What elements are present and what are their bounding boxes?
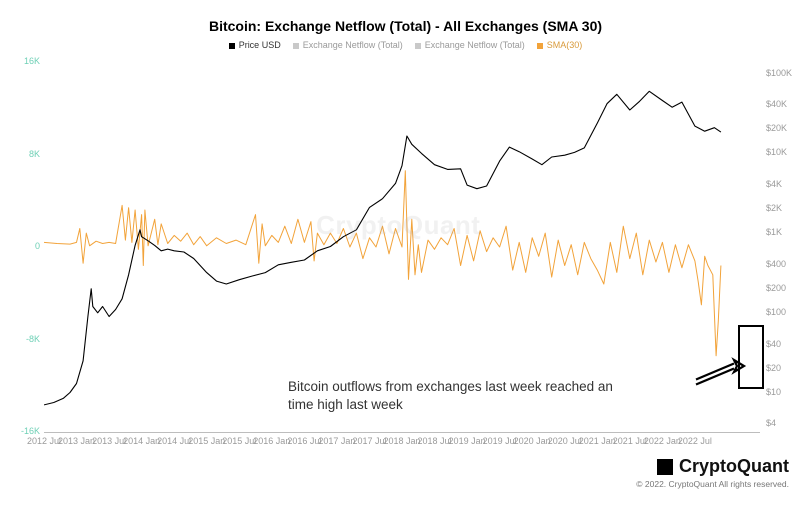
legend-item: SMA(30) <box>537 40 583 50</box>
y-right-tick-label: $100 <box>766 307 806 317</box>
x-tick-label: 2015 Jul <box>222 436 256 446</box>
legend-item: Price USD <box>229 40 281 50</box>
y-left-tick-label: -8K <box>12 334 40 344</box>
annotation-line2: time high last week <box>288 397 403 412</box>
y-right-tick-label: $20 <box>766 363 806 373</box>
chart-title: Bitcoin: Exchange Netflow (Total) - All … <box>0 18 811 34</box>
x-tick-label: 2019 Jan <box>449 436 486 446</box>
x-tick-label: 2022 Jan <box>644 436 681 446</box>
y-left-tick-label: 16K <box>12 56 40 66</box>
x-tick-label: 2013 Jul <box>92 436 126 446</box>
y-right-tick-label: $4 <box>766 418 806 428</box>
x-tick-label: 2020 Jan <box>514 436 551 446</box>
annotation-line1: Bitcoin outflows from exchanges last wee… <box>288 379 613 394</box>
brand-logo-text: CryptoQuant <box>679 456 789 477</box>
highlight-box <box>738 325 764 389</box>
brand-square-icon <box>657 459 673 475</box>
legend-label: Price USD <box>239 40 281 50</box>
brand-logo: CryptoQuant <box>636 456 789 477</box>
y-left-tick-label: -16K <box>12 426 40 436</box>
y-left-tick-label: 8K <box>12 149 40 159</box>
legend-label: Exchange Netflow (Total) <box>303 40 403 50</box>
chart-legend: Price USD Exchange Netflow (Total) Exchang… <box>0 40 811 50</box>
x-tick-label: 2020 Jul <box>548 436 582 446</box>
y-right-tick-label: $10 <box>766 387 806 397</box>
series-price <box>44 91 721 405</box>
x-tick-label: 2013 Jan <box>58 436 95 446</box>
x-tick-label: 2016 Jan <box>253 436 290 446</box>
y-right-tick-label: $4K <box>766 179 806 189</box>
legend-swatch-icon <box>293 43 299 49</box>
x-tick-label: 2021 Jan <box>579 436 616 446</box>
y-right-tick-label: $100K <box>766 68 806 78</box>
x-tick-label: 2015 Jan <box>188 436 225 446</box>
legend-item: Exchange Netflow (Total) <box>415 40 525 50</box>
y-left-tick-label: 0 <box>12 241 40 251</box>
plot-svg <box>44 62 760 432</box>
legend-swatch-icon <box>537 43 543 49</box>
y-right-tick-label: $10K <box>766 147 806 157</box>
plot-area: CryptoQuant <box>44 62 760 432</box>
brand-block: CryptoQuant © 2022. CryptoQuant All righ… <box>636 456 789 489</box>
brand-copyright: © 2022. CryptoQuant All rights reserved. <box>636 479 789 489</box>
y-right-tick-label: $40 <box>766 339 806 349</box>
y-right-tick-label: $2K <box>766 203 806 213</box>
x-tick-label: 2021 Jul <box>613 436 647 446</box>
y-right-tick-label: $20K <box>766 123 806 133</box>
x-tick-label: 2012 Jul <box>27 436 61 446</box>
x-tick-label: 2018 Jan <box>383 436 420 446</box>
legend-item: Exchange Netflow (Total) <box>293 40 403 50</box>
x-tick-label: 2014 Jan <box>123 436 160 446</box>
legend-swatch-icon <box>415 43 421 49</box>
legend-swatch-icon <box>229 43 235 49</box>
y-right-tick-label: $400 <box>766 259 806 269</box>
y-right-tick-label: $40K <box>766 99 806 109</box>
annotation-text: Bitcoin outflows from exchanges last wee… <box>288 378 613 414</box>
x-axis-line <box>44 432 760 433</box>
x-tick-label: 2017 Jan <box>318 436 355 446</box>
legend-label: SMA(30) <box>547 40 583 50</box>
x-tick-label: 2022 Jul <box>678 436 712 446</box>
x-tick-label: 2019 Jul <box>483 436 517 446</box>
chart-container: Bitcoin: Exchange Netflow (Total) - All … <box>0 0 811 511</box>
x-tick-label: 2017 Jul <box>352 436 386 446</box>
y-right-tick-label: $200 <box>766 283 806 293</box>
x-tick-label: 2016 Jul <box>287 436 321 446</box>
x-tick-label: 2018 Jul <box>418 436 452 446</box>
y-right-tick-label: $1K <box>766 227 806 237</box>
legend-label: Exchange Netflow (Total) <box>425 40 525 50</box>
x-tick-label: 2014 Jul <box>157 436 191 446</box>
